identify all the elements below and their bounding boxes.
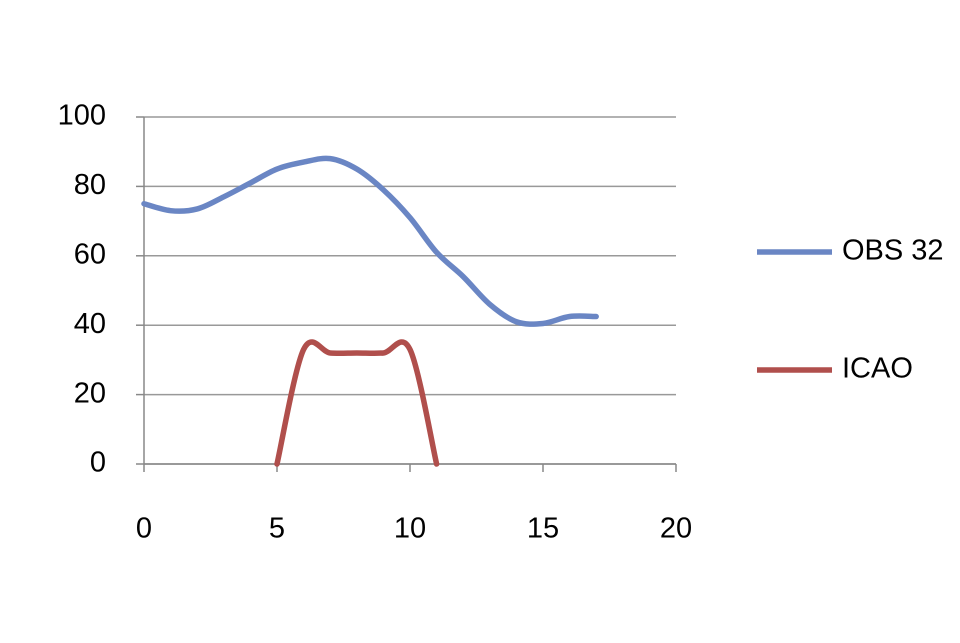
series-line [274,339,440,467]
y-tick-label: 80 [74,169,106,201]
legend-label: OBS 32 [842,235,944,267]
x-tick-label: 0 [136,513,152,545]
series-line [141,155,599,327]
x-tick-label: 20 [660,513,692,545]
y-tick-label: 100 [58,100,106,132]
y-tick-label: 20 [74,377,106,409]
y-tick-label: 40 [74,308,106,340]
x-tick-label: 10 [394,513,426,545]
x-tick-label: 15 [527,513,559,545]
legend-label: ICAO [842,353,913,385]
y-tick-label: 60 [74,238,106,270]
x-tick-label: 5 [269,513,285,545]
y-tick-label: 0 [90,447,106,479]
